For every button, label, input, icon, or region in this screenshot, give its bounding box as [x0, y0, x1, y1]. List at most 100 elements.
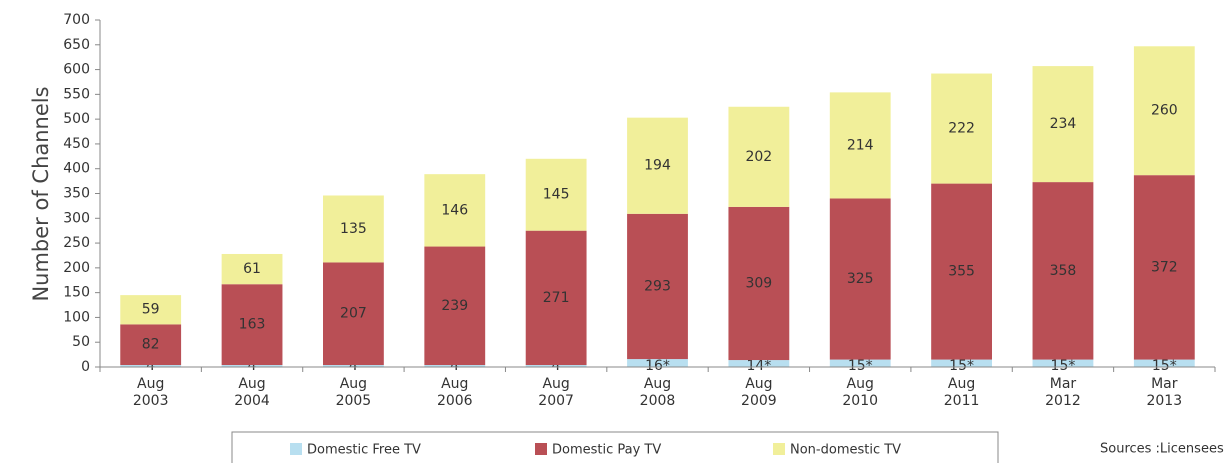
data-label: 194 [644, 158, 671, 174]
y-tick-label: 600 [63, 62, 90, 78]
data-label: 14* [746, 358, 771, 374]
x-tick-label: Aug 2007 [538, 376, 574, 409]
data-label: 15* [848, 358, 873, 374]
legend-label: Domestic Pay TV [552, 443, 661, 458]
legend-swatch [290, 443, 302, 455]
data-label: 59 [142, 302, 160, 318]
bar-segment [728, 106, 790, 207]
legend-label: Non-domestic TV [790, 443, 901, 458]
data-label: 4 [552, 358, 561, 374]
bar-segment [829, 359, 891, 367]
bar-segment [525, 230, 587, 366]
data-label: 15* [1051, 358, 1076, 374]
data-label: 260 [1151, 103, 1178, 119]
legend-swatch [773, 443, 785, 455]
data-label: 234 [1050, 116, 1077, 132]
y-tick-label: 400 [63, 161, 90, 177]
y-tick-label: 700 [63, 12, 90, 28]
data-label: 207 [340, 306, 367, 322]
bar-segment [323, 262, 384, 366]
x-tick-label: Aug 2003 [132, 376, 169, 409]
data-label: 163 [239, 317, 266, 333]
y-tick-label: 0 [81, 359, 90, 375]
x-tick-label: Aug 2010 [842, 376, 879, 409]
x-tick-label: Aug 2009 [741, 376, 777, 409]
bar-segment [424, 246, 486, 366]
bar-segment [931, 183, 992, 360]
data-label: 4 [248, 358, 257, 374]
y-tick-label: 250 [63, 235, 90, 251]
bar-segment [221, 253, 283, 285]
y-tick-label: 100 [63, 309, 90, 325]
data-label: 239 [441, 298, 468, 314]
x-tick-label: Aug 2008 [639, 376, 676, 409]
y-tick-label: 550 [63, 86, 90, 102]
data-label: 4 [146, 358, 155, 374]
bar-segment [627, 359, 688, 367]
x-tick-label: Mar 2013 [1146, 376, 1183, 409]
data-label: 222 [948, 121, 975, 137]
x-tick-label: Aug 2004 [234, 376, 270, 409]
data-label: 146 [441, 202, 468, 218]
data-label: 355 [948, 264, 975, 280]
data-label: 4 [450, 358, 459, 374]
annotation: Sources :Licensees [1100, 442, 1224, 457]
bar-segment [525, 158, 587, 231]
data-label: 82 [142, 337, 160, 353]
bar-segment [627, 213, 688, 360]
bar-segment [221, 365, 283, 367]
y-tick-label: 500 [63, 111, 90, 127]
bar-segment [1032, 66, 1094, 183]
bar-segment [931, 73, 992, 184]
x-tick-label: Aug 2005 [335, 376, 372, 409]
data-label: 372 [1151, 259, 1178, 275]
data-label: 145 [543, 187, 570, 203]
y-tick-label: 150 [63, 285, 90, 301]
bar-segment [728, 360, 790, 367]
data-label: 358 [1050, 263, 1077, 279]
data-label: 4 [349, 358, 358, 374]
data-label: 202 [745, 149, 772, 165]
x-tick-label: Aug 2011 [943, 376, 980, 409]
data-label: 325 [847, 271, 874, 287]
data-label: 16* [645, 358, 670, 374]
data-label: 214 [847, 137, 874, 153]
bar-segment [728, 206, 790, 361]
bar-segment [120, 295, 182, 325]
y-axis-label: Number of Channels [29, 86, 53, 301]
data-label: 271 [543, 290, 570, 306]
bar-segment [323, 365, 384, 367]
bar-segment [1133, 175, 1195, 360]
data-label: 61 [243, 261, 261, 277]
data-label: 309 [745, 275, 772, 291]
bar-segment [221, 284, 283, 366]
data-label: 135 [340, 221, 367, 237]
bar-segment [120, 365, 182, 367]
y-tick-label: 50 [72, 334, 90, 350]
bar-segment [931, 359, 992, 367]
y-tick-label: 300 [63, 210, 90, 226]
bar-segment [1133, 46, 1195, 176]
bar-segment [829, 92, 891, 199]
y-tick-label: 200 [63, 260, 90, 276]
legend-label: Domestic Free TV [307, 443, 421, 458]
bar-segment [627, 117, 688, 214]
legend-box [231, 431, 999, 463]
x-tick-label: Aug 2006 [436, 376, 473, 409]
bar-segment [1133, 359, 1195, 367]
bar-segment [829, 198, 891, 360]
data-label: 293 [644, 278, 671, 294]
bar-segment [1032, 182, 1094, 360]
bar-segment [120, 324, 182, 366]
data-label: 15* [949, 358, 974, 374]
bar-segment [1032, 359, 1094, 367]
bar-segment [323, 195, 384, 263]
y-tick-label: 650 [63, 37, 90, 53]
y-tick-label: 450 [63, 136, 90, 152]
bar-segment [424, 365, 486, 367]
bar-segment [424, 174, 486, 247]
x-tick-label: Mar 2012 [1045, 376, 1081, 409]
y-tick-label: 350 [63, 186, 90, 202]
